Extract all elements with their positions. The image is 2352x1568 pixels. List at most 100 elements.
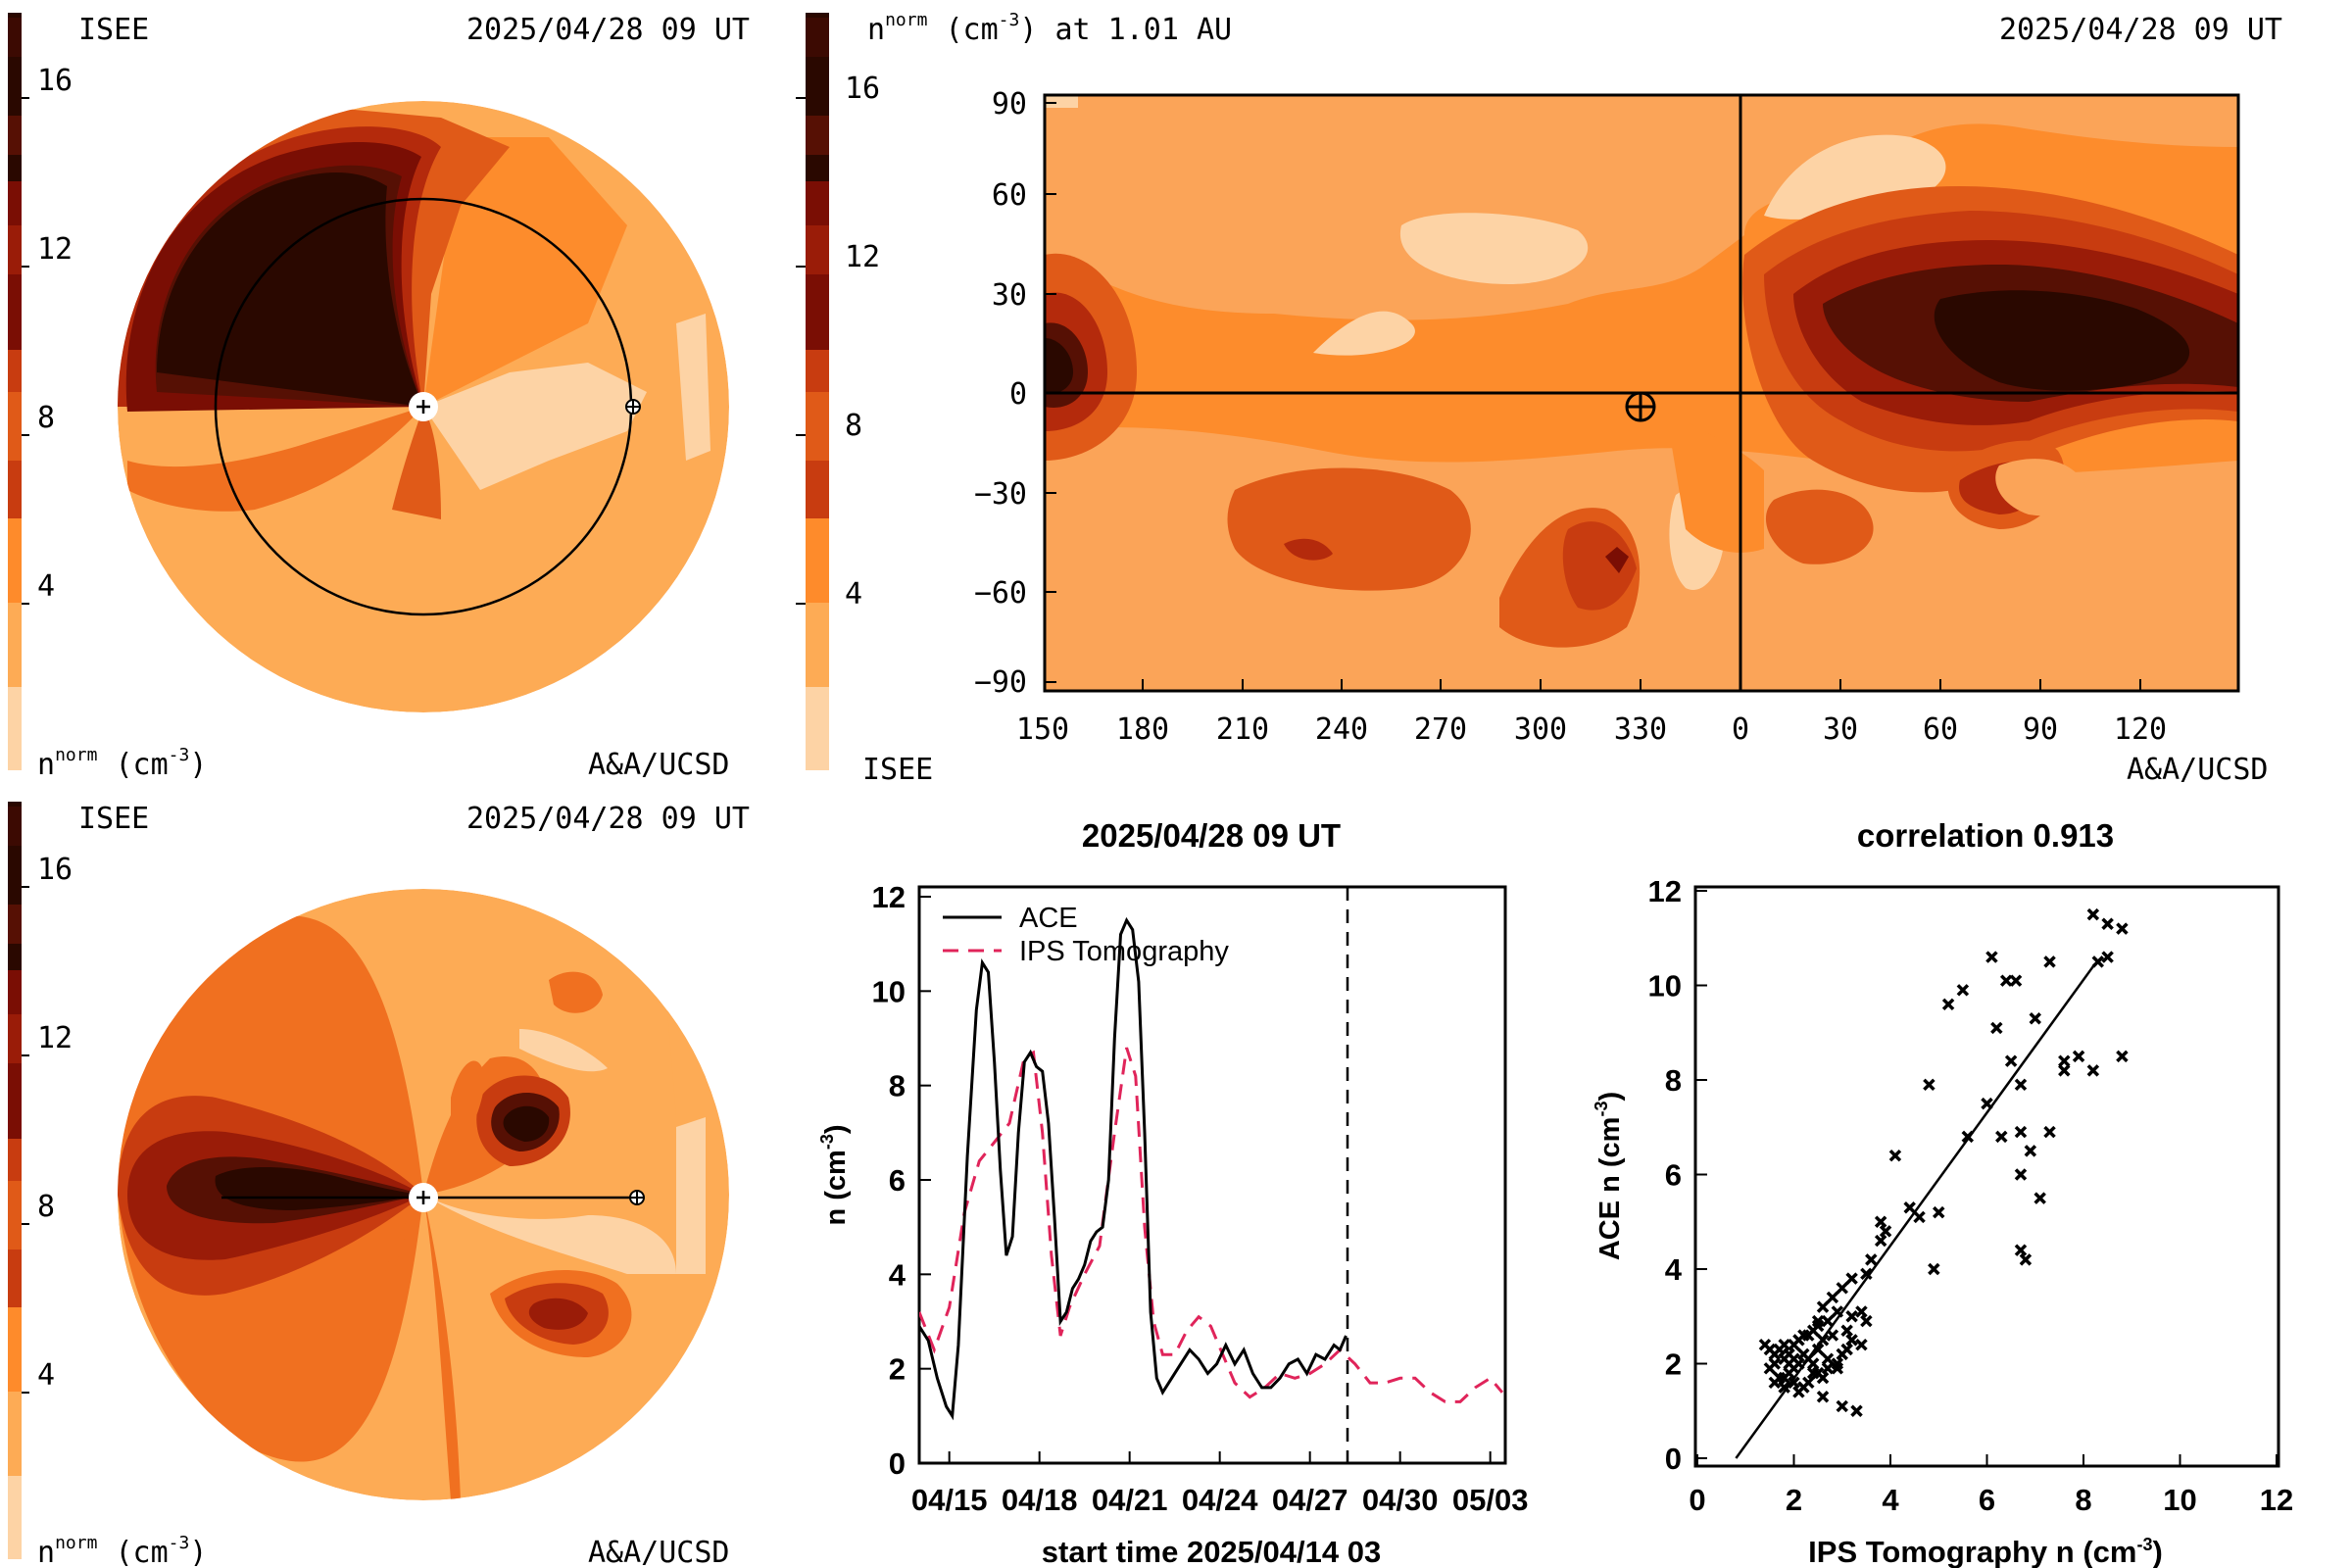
timeseries-ace-line xyxy=(919,916,1348,1421)
map-earth-icon xyxy=(1625,391,1656,422)
timeseries-x-tick-label: 04/15 xyxy=(911,1483,988,1517)
scatter-point xyxy=(1995,1130,2008,1144)
timeseries-x-tick-label: 04/27 xyxy=(1272,1483,1348,1517)
meridional-panel: 16 12 8 4 ISEE 2025/04/28 09 UT xyxy=(8,802,750,1568)
scatter-x-tick-label: 12 xyxy=(2260,1483,2293,1517)
scatter-point xyxy=(2014,1078,2028,1092)
scatter-point xyxy=(2072,1050,2085,1063)
scatter-point xyxy=(1999,974,2013,987)
scatter-point xyxy=(1788,1376,1800,1390)
scatter-point xyxy=(1821,1362,1835,1375)
map-timestamp: 2025/04/28 09 UT xyxy=(1999,13,2282,47)
scatter-point xyxy=(1836,1282,1848,1295)
scatter-point xyxy=(2101,951,2114,963)
scatter-point xyxy=(1763,1362,1777,1375)
scatter-point xyxy=(2058,1064,2071,1077)
map-x-tick-label: 330 xyxy=(1614,712,1667,747)
scatter-point xyxy=(1985,951,1998,963)
timeseries-x-tick-label: 04/30 xyxy=(1362,1483,1439,1517)
scatter-x-tick-label: 8 xyxy=(2075,1483,2091,1517)
map-x-tick-label: 210 xyxy=(1216,712,1269,747)
meridional-colorbar-tick-16: 16 xyxy=(37,853,73,887)
scatter-point xyxy=(1783,1366,1795,1380)
scatter-point xyxy=(1923,1078,1936,1092)
scatter-point xyxy=(1860,1314,1873,1328)
scatter-title: correlation 0.913 xyxy=(1857,817,2114,854)
scatter-panel: correlation 0.913 0 2 4 6 8 10 12 0 2 4 6 8 10 12 AC… xyxy=(1592,817,2293,1568)
timeseries-y-tick-label: 6 xyxy=(889,1163,906,1198)
scatter-point xyxy=(1879,1225,1892,1238)
scatter-x-tick-label: 4 xyxy=(1882,1483,1899,1517)
timeseries-y-axis: 0 2 4 6 8 10 12 xyxy=(872,880,931,1481)
scatter-point xyxy=(1913,1210,1926,1224)
scatter-point xyxy=(1888,1149,1902,1162)
scatter-point xyxy=(1855,1305,1868,1318)
scatter-point xyxy=(2116,1050,2129,1063)
scatter-point xyxy=(1850,1404,1863,1417)
scatter-point xyxy=(1758,1338,1772,1351)
scatter-x-axis: 0 2 4 6 8 10 12 xyxy=(1689,1454,2293,1517)
scatter-point xyxy=(1788,1338,1800,1351)
meridional-colorbar-tick-8: 8 xyxy=(37,1190,55,1224)
scatter-y-axis: 0 2 4 6 8 10 12 xyxy=(1648,874,1707,1476)
map-y-tick-label: 0 xyxy=(1009,377,1027,412)
map-x-tick-label: 60 xyxy=(1923,712,1958,747)
meridional-earth-icon xyxy=(629,1190,645,1205)
scatter-point xyxy=(2024,1145,2037,1157)
scatter-point xyxy=(1816,1300,1830,1313)
map-x-tick-label: 120 xyxy=(2114,712,2167,747)
scatter-point xyxy=(1773,1371,1786,1385)
scatter-point xyxy=(1778,1381,1790,1394)
timeseries-y-tick-label: 8 xyxy=(889,1069,906,1103)
scatter-y-tick-label: 10 xyxy=(1648,969,1682,1004)
map-org-label: ISEE xyxy=(862,753,933,787)
map-colorbar-tick-12: 12 xyxy=(845,240,880,274)
scatter-point xyxy=(1778,1338,1790,1351)
scatter-y-tick-label: 12 xyxy=(1648,874,1682,908)
scatter-point xyxy=(1865,1253,1878,1266)
scatter-x-tick-label: 6 xyxy=(1979,1483,1995,1517)
ecliptic-timestamp: 2025/04/28 09 UT xyxy=(466,13,750,47)
scatter-point xyxy=(1821,1352,1835,1365)
scatter-point xyxy=(1840,1324,1853,1337)
timeseries-y-tick-label: 2 xyxy=(889,1352,906,1387)
scatter-point xyxy=(1941,998,1955,1011)
ecliptic-colorbar-tick-16: 16 xyxy=(37,64,73,98)
scatter-point xyxy=(1806,1324,1820,1337)
timeseries-x-label: start time 2025/04/14 03 xyxy=(1042,1535,1381,1568)
scatter-x-tick-label: 2 xyxy=(1786,1483,1802,1517)
scatter-point xyxy=(1797,1329,1810,1342)
timeseries-ips-line xyxy=(919,1047,1504,1403)
scatter-point xyxy=(1836,1399,1848,1413)
legend-ace-label: ACE xyxy=(1019,903,1078,934)
scatter-point xyxy=(1826,1329,1839,1342)
timeseries-y-tick-label: 12 xyxy=(872,880,906,914)
scatter-y-tick-label: 4 xyxy=(1665,1252,1683,1287)
timeseries-frame xyxy=(917,885,1507,1465)
scatter-point xyxy=(1956,984,1970,997)
scatter-point xyxy=(2029,1012,2041,1025)
scatter-point xyxy=(2014,1168,2028,1181)
scatter-point xyxy=(2043,1125,2056,1139)
ecliptic-panel: 16 12 8 4 ISEE 2025/04/28 09 UT xyxy=(8,13,750,782)
map-y-tick-label: −30 xyxy=(974,477,1027,512)
scatter-point xyxy=(2086,907,2100,921)
scatter-point xyxy=(1874,1234,1887,1248)
scatter-y-tick-label: 0 xyxy=(1665,1442,1682,1476)
scatter-x-tick-label: 10 xyxy=(2163,1483,2196,1517)
map-x-tick-label: 270 xyxy=(1414,712,1467,747)
ecliptic-colorbar-tick-12: 12 xyxy=(37,232,73,267)
meridional-colorbar-tick-4: 4 xyxy=(37,1358,55,1393)
scatter-point xyxy=(1802,1376,1815,1390)
map-x-ticks: 150 180 210 240 270 300 330 0 30 60 90 1… xyxy=(1016,679,2167,747)
ecliptic-unit-label: nnorm (cm-3) xyxy=(37,745,207,782)
map-x-tick-label: 90 xyxy=(2023,712,2058,747)
map-y-tick-label: −90 xyxy=(974,665,1027,700)
scatter-point xyxy=(1928,1262,1940,1276)
scatter-point xyxy=(1831,1305,1844,1318)
scatter-point xyxy=(1855,1338,1868,1351)
timeseries-legend: ACE IPS Tomography xyxy=(943,903,1229,967)
scatter-point xyxy=(1961,1130,1975,1144)
scatter-point xyxy=(1806,1357,1820,1370)
